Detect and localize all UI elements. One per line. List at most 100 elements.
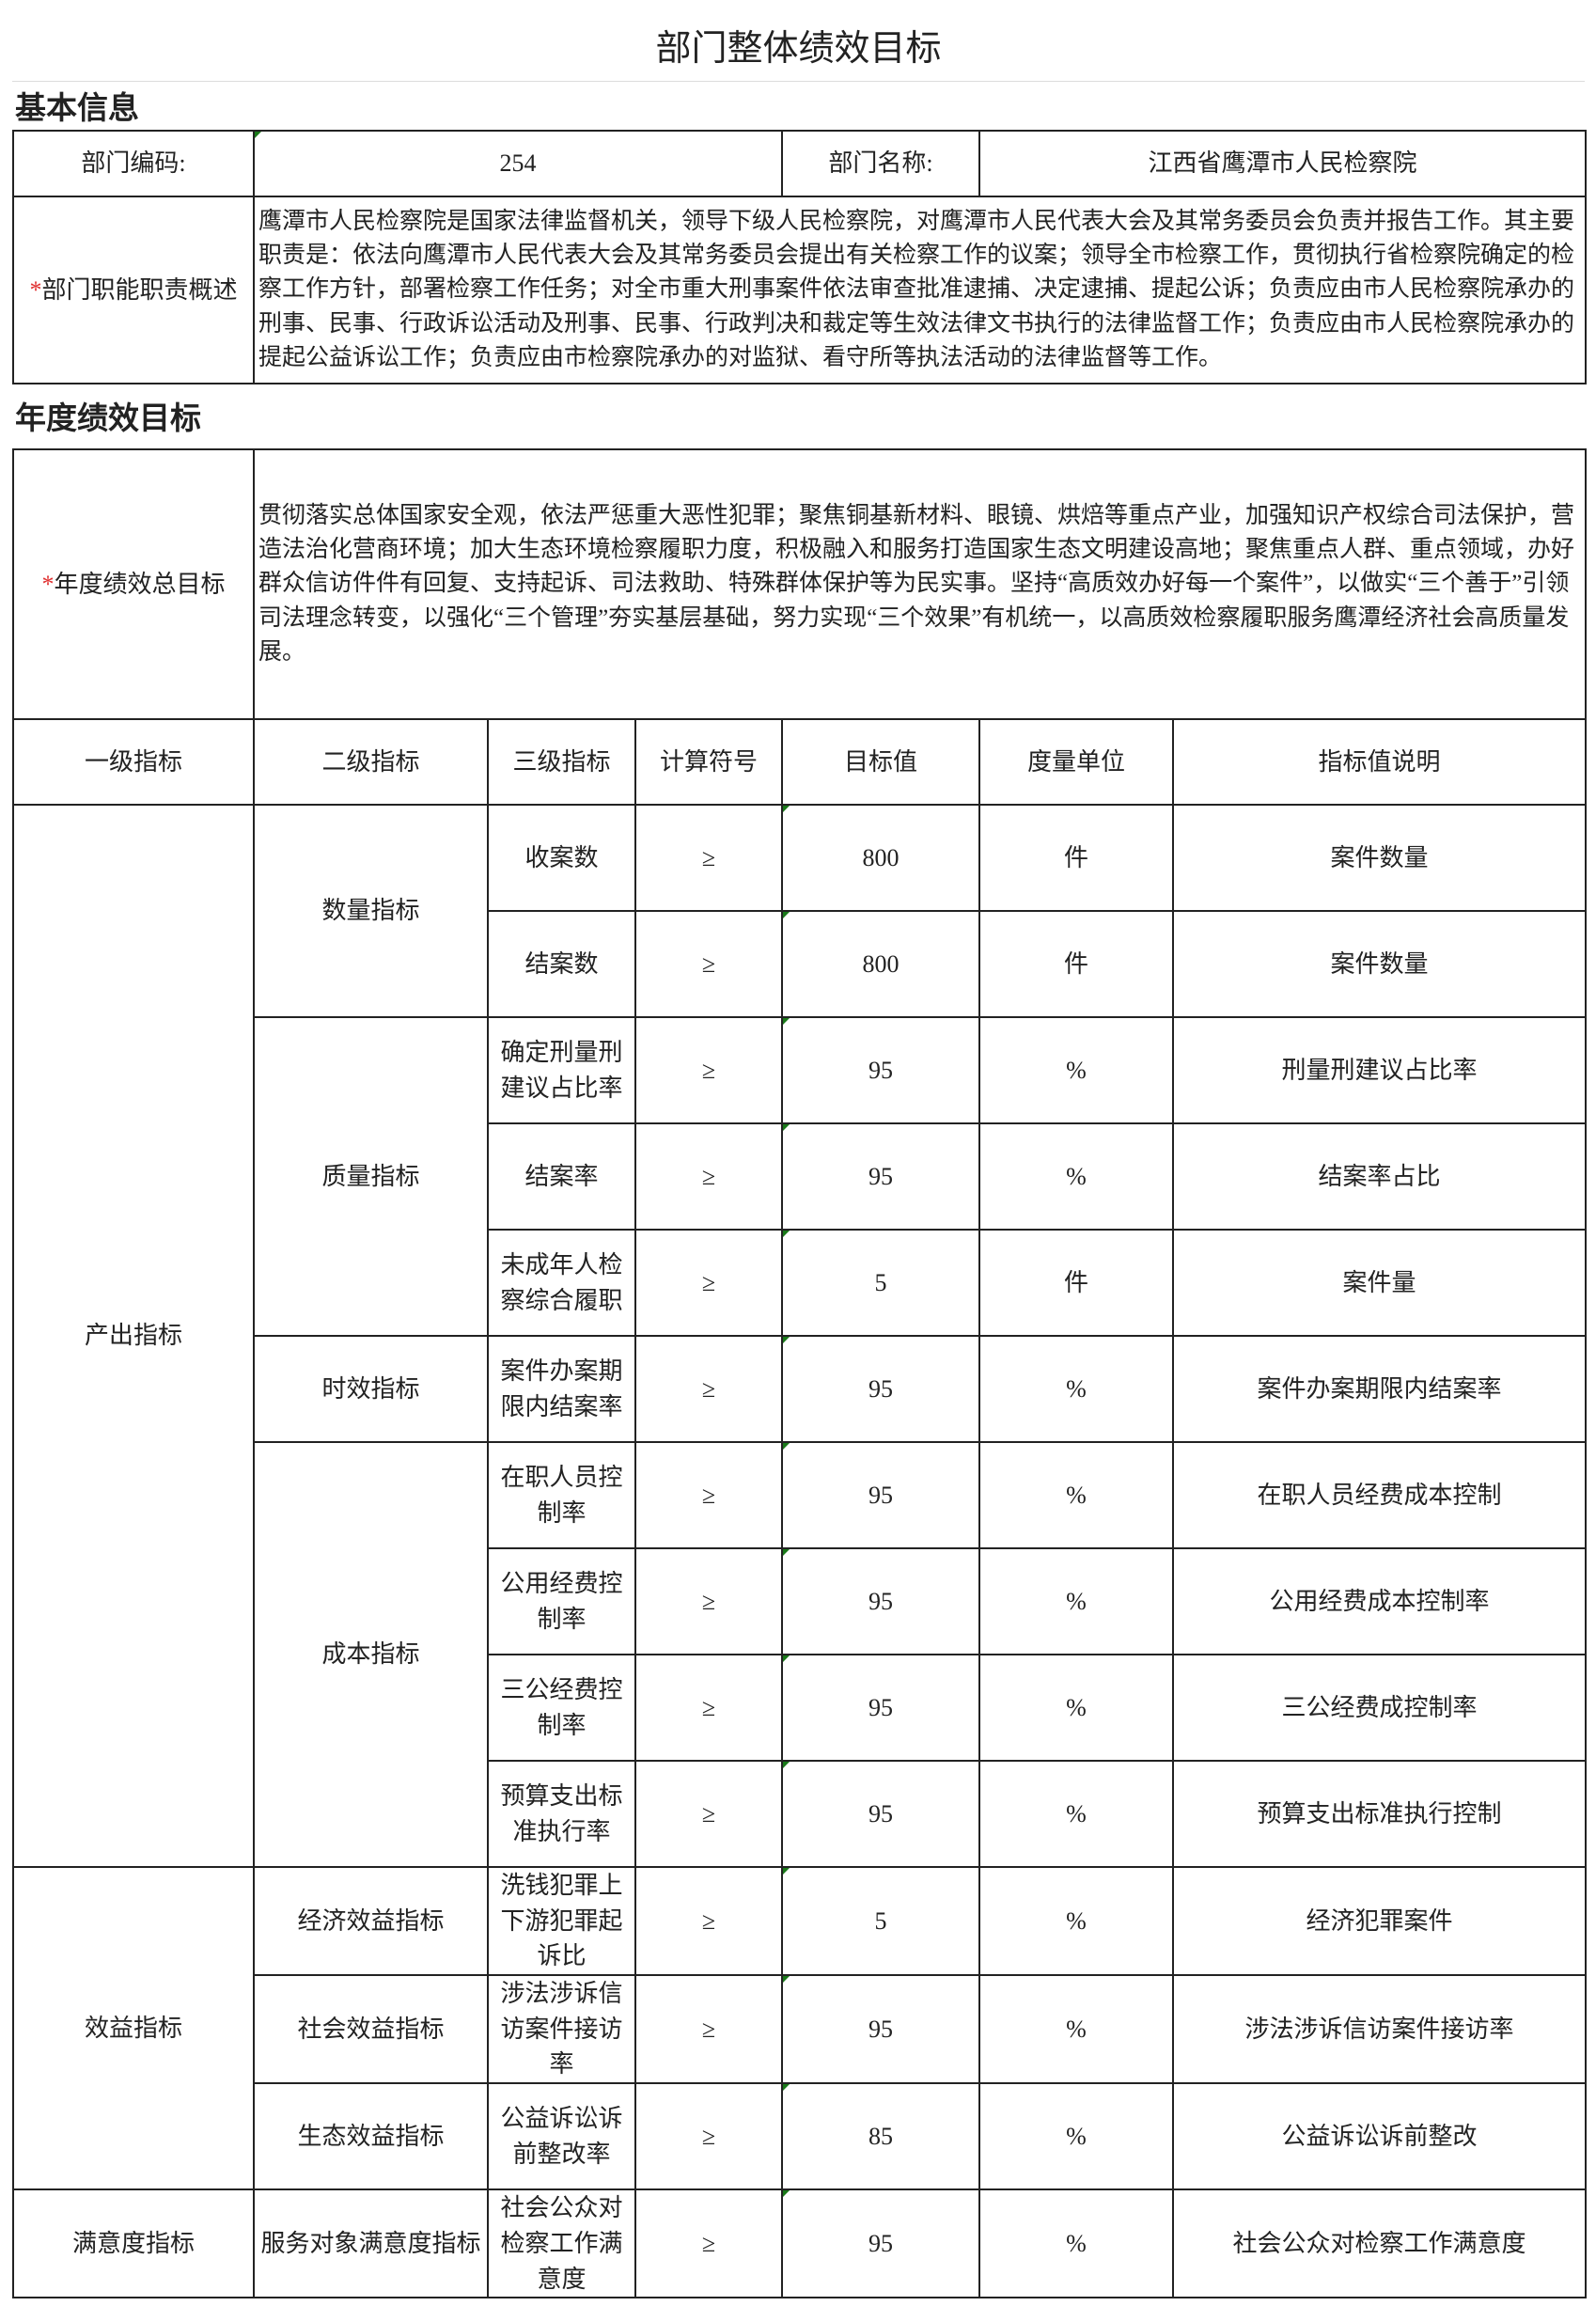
- table-row: 预算支出标准执行率 ≥95% 预算支出标准执行控制: [13, 1760, 1588, 1868]
- target-cell: 95: [781, 1547, 980, 1655]
- level3-cell: 三公经费控制率: [487, 1654, 636, 1762]
- duty-label: *部门职能职责概述: [12, 196, 255, 384]
- level3-cell: 洗钱犯罪上下游犯罪起诉比: [487, 1865, 636, 1977]
- level2-cell: 社会效益指标: [253, 1974, 489, 2085]
- target-cell: 5: [781, 1865, 980, 1977]
- table-row: 质量指标 确定刑量刑建议占比率 ≥95% 刑量刑建议占比率: [13, 1016, 1588, 1337]
- level3-cell: 在职人员控制率: [487, 1441, 636, 1549]
- description-cell: 案件数量: [1171, 910, 1588, 1018]
- description-cell: 公益诉讼诉前整改: [1171, 2082, 1588, 2191]
- unit-cell: 件: [978, 804, 1174, 912]
- indicator-table: *年度绩效总目标 贯彻落实总体国家安全观，依法严惩重大恶性犯罪；聚焦铜基新材料、…: [12, 448, 1588, 2299]
- unit-cell: %: [978, 1122, 1174, 1231]
- duty-label-text: 部门职能职责概述: [41, 275, 238, 304]
- unit-cell: %: [978, 2188, 1174, 2299]
- target-cell: 800: [781, 804, 980, 912]
- basic-info-table: 部门编码: 254 部门名称: 江西省鹰潭市人民检察院 *部门职能职责概述 鹰潭…: [12, 130, 1587, 384]
- unit-cell: %: [978, 1016, 1174, 1124]
- level1-cell: 满意度指标: [12, 2188, 255, 2299]
- unit-cell: %: [978, 1760, 1174, 1868]
- description-cell: 在职人员经费成本控制: [1171, 1441, 1588, 1549]
- level1-cell: 产出指标: [12, 804, 255, 1868]
- unit-cell: %: [978, 1441, 1174, 1549]
- unit-cell: %: [978, 1654, 1174, 1762]
- description-cell: 公用经费成本控制率: [1171, 1547, 1588, 1655]
- table-row: 成本指标 在职人员控制率 ≥95% 在职人员经费成本控制: [13, 1441, 1588, 1868]
- operator-cell: ≥: [634, 1547, 783, 1655]
- operator-cell: ≥: [634, 1760, 783, 1868]
- level3-cell: 未成年人检察综合履职: [487, 1229, 636, 1337]
- operator-cell: ≥: [634, 1335, 783, 1443]
- table-row: 结案数 ≥800 件案件数量: [13, 910, 1588, 1018]
- goal-label-text: 年度绩效总目标: [54, 570, 226, 598]
- target-cell: 95: [781, 1760, 980, 1868]
- unit-cell: %: [978, 1974, 1174, 2085]
- level2-cell: 数量指标: [253, 804, 489, 1018]
- description-cell: 刑量刑建议占比率: [1171, 1016, 1588, 1124]
- level3-cell: 涉法涉诉信访案件接访率: [487, 1974, 636, 2085]
- target-cell: 95: [781, 1654, 980, 1762]
- table-row: 三公经费控制率 ≥95% 三公经费成控制率: [13, 1654, 1588, 1762]
- table-row: 满意度指标 服务对象满意度指标 社会公众对检察工作满意度 ≥95% 社会公众对检察工作满…: [12, 2188, 1588, 2299]
- unit-cell: %: [978, 1335, 1174, 1443]
- header-level2: 二级指标: [253, 718, 489, 806]
- level3-cell: 收案数: [487, 804, 636, 912]
- operator-cell: ≥: [634, 1974, 783, 2085]
- description-cell: 社会公众对检察工作满意度: [1171, 2188, 1588, 2299]
- table-row: 公用经费控制率 ≥95% 公用经费成本控制率: [13, 1547, 1588, 1655]
- level1-cell: 效益指标: [12, 1865, 255, 2191]
- goal-text: 贯彻落实总体国家安全观，依法严惩重大恶性犯罪；聚焦铜基新材料、眼镜、烘焙等重点产…: [252, 448, 1588, 720]
- table-row: 效益指标 经济效益指标 洗钱犯罪上下游犯罪起诉比 ≥5% 经济犯罪案件: [12, 1865, 1588, 2191]
- dept-name-label: 部门名称:: [781, 130, 980, 197]
- level3-cell: 社会公众对检察工作满意度: [487, 2188, 636, 2299]
- operator-cell: ≥: [634, 804, 783, 912]
- level2-cell: 服务对象满意度指标: [253, 2188, 489, 2299]
- unit-cell: 件: [978, 910, 1174, 1018]
- section-annual-goal: 年度绩效目标: [15, 402, 201, 436]
- description-cell: 三公经费成控制率: [1171, 1654, 1588, 1762]
- table-row: 时效指标 案件办案期限内结案率 ≥95% 案件办案期限内结案率: [13, 1335, 1588, 1443]
- level3-cell: 公益诉讼诉前整改率: [487, 2082, 636, 2191]
- description-cell: 案件办案期限内结案率: [1171, 1335, 1588, 1443]
- description-cell: 涉法涉诉信访案件接访率: [1171, 1974, 1588, 2085]
- operator-cell: ≥: [634, 1441, 783, 1549]
- target-cell: 95: [781, 1016, 980, 1124]
- page-title: 部门整体绩效目标: [12, 8, 1585, 82]
- level3-cell: 公用经费控制率: [487, 1547, 636, 1655]
- operator-cell: ≥: [634, 2082, 783, 2191]
- operator-cell: ≥: [634, 910, 783, 1018]
- unit-cell: %: [978, 1547, 1174, 1655]
- section-basic-info: 基本信息: [15, 92, 139, 126]
- target-cell: 95: [781, 1974, 980, 2085]
- header-unit: 度量单位: [978, 718, 1174, 806]
- target-cell: 95: [781, 2188, 980, 2299]
- level2-cell: 成本指标: [253, 1441, 489, 1868]
- unit-cell: 件: [978, 1229, 1174, 1337]
- description-cell: 案件数量: [1171, 804, 1588, 912]
- target-cell: 85: [781, 2082, 980, 2191]
- table-row: 未成年人检察综合履职 ≥5 件案件量: [13, 1229, 1588, 1337]
- operator-cell: ≥: [634, 2188, 783, 2299]
- duty-text: 鹰潭市人民检察院是国家法律监督机关，领导下级人民检察院，对鹰潭市人民代表大会及其…: [253, 196, 1587, 384]
- target-cell: 95: [781, 1335, 980, 1443]
- level3-cell: 案件办案期限内结案率: [487, 1335, 636, 1443]
- target-cell: 5: [781, 1229, 980, 1337]
- table-row: 产出指标 数量指标 收案数 ≥800 件案件数量: [12, 804, 1588, 1868]
- target-cell: 95: [781, 1122, 980, 1231]
- level3-cell: 结案率: [487, 1122, 636, 1231]
- dept-code-value: 254: [253, 130, 783, 197]
- level2-cell: 质量指标: [253, 1016, 489, 1337]
- description-cell: 预算支出标准执行控制: [1171, 1760, 1588, 1868]
- required-mark: *: [41, 570, 55, 598]
- description-cell: 结案率占比: [1171, 1122, 1588, 1231]
- header-row: 一级指标 二级指标 三级指标 计算符号 目标值 度量单位 指标值说明: [12, 718, 1588, 806]
- header-level3: 三级指标: [487, 718, 636, 806]
- header-target: 目标值: [781, 718, 980, 806]
- operator-cell: ≥: [634, 1229, 783, 1337]
- unit-cell: %: [978, 2082, 1174, 2191]
- dept-code-label: 部门编码:: [12, 130, 255, 197]
- dept-name-value: 江西省鹰潭市人民检察院: [978, 130, 1587, 197]
- table-row: 生态效益指标 公益诉讼诉前整改率 ≥85% 公益诉讼诉前整改: [13, 2082, 1588, 2191]
- description-cell: 案件量: [1171, 1229, 1588, 1337]
- header-description: 指标值说明: [1171, 718, 1588, 806]
